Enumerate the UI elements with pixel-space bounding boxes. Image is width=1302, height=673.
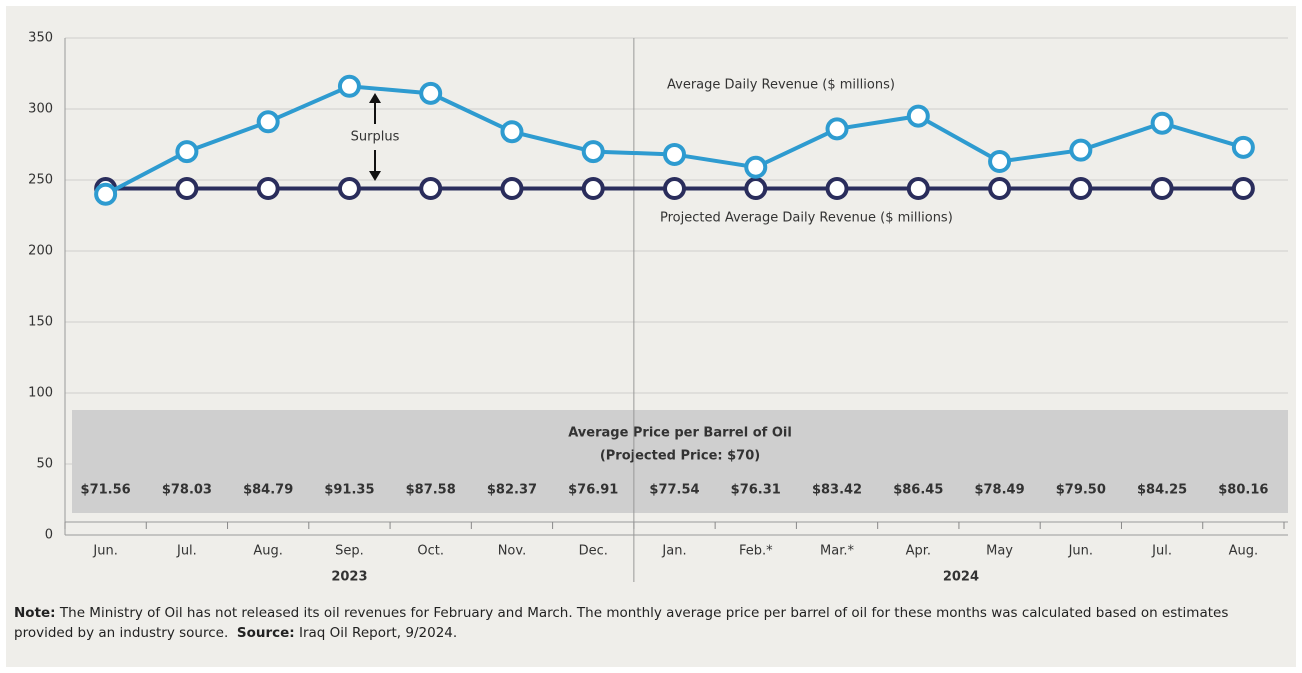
y-tick-label: 200 <box>28 244 53 259</box>
point <box>825 117 849 141</box>
y-tick-label: 50 <box>36 457 53 472</box>
point <box>744 177 768 201</box>
point <box>256 110 280 134</box>
source-label: Source: <box>236 625 295 641</box>
x-tick-label: Oct. <box>417 544 444 559</box>
x-tick-label: Nov. <box>498 544 527 559</box>
point <box>337 177 361 201</box>
source-text: Iraq Oil Report, 9/2024. <box>298 625 458 641</box>
price-label: $91.35 <box>324 483 374 498</box>
y-tick-label: 350 <box>28 31 53 46</box>
point <box>175 140 199 164</box>
x-tick-label: Jul. <box>1151 544 1172 559</box>
point <box>744 155 768 179</box>
x-tick-label: Apr. <box>906 544 931 559</box>
x-tick-label: Aug. <box>253 544 283 559</box>
series-label: Average Daily Revenue ($ millions) <box>667 78 895 93</box>
price-subtitle: (Projected Price: $70) <box>600 449 760 464</box>
x-tick-label: Sep. <box>335 544 364 559</box>
price-label: $78.49 <box>974 483 1024 498</box>
chart: 0 50 100 150 200 250 300 350 Average Price per B… <box>28 31 1288 585</box>
point <box>419 81 443 105</box>
x-tick-label: Jun. <box>1068 544 1093 559</box>
point <box>988 177 1012 201</box>
point <box>337 74 361 98</box>
note-label: Note: <box>14 605 56 621</box>
y-tick-label: 0 <box>45 528 53 543</box>
point <box>500 177 524 201</box>
x-tick-label: Jan. <box>661 544 686 559</box>
point <box>1231 135 1255 159</box>
price-label: $86.45 <box>893 483 943 498</box>
point <box>581 140 605 164</box>
x-tick-label: Mar.* <box>820 544 854 559</box>
price-label: $82.37 <box>487 483 537 498</box>
price-band <box>72 410 1288 513</box>
point <box>988 150 1012 174</box>
y-tick-label: 150 <box>28 315 53 330</box>
background <box>6 6 1296 667</box>
x-tick-label: May <box>986 544 1013 559</box>
price-label: $76.91 <box>568 483 618 498</box>
x-tick-label: Aug. <box>1229 544 1259 559</box>
point <box>906 104 930 128</box>
price-label: $87.58 <box>406 483 456 498</box>
point <box>175 177 199 201</box>
point <box>419 177 443 201</box>
year-label: 2023 <box>331 570 367 585</box>
series-label: Projected Average Daily Revenue ($ milli… <box>660 211 953 226</box>
point <box>663 177 686 201</box>
y-tick-label: 100 <box>28 386 53 401</box>
point <box>1069 177 1093 201</box>
y-tick-label: 250 <box>28 173 53 188</box>
x-tick-label: Dec. <box>579 544 608 559</box>
note-text: The Ministry of Oil has not released its… <box>14 605 1229 641</box>
price-label: $78.03 <box>162 483 212 498</box>
price-title: Average Price per Barrel of Oil <box>568 426 792 441</box>
x-tick-label: Feb.* <box>739 544 773 559</box>
annotation: Surplus <box>351 130 400 145</box>
point <box>663 142 686 166</box>
note: Note: The Ministry of Oil has not releas… <box>14 603 1264 643</box>
price-label: $71.56 <box>81 483 131 498</box>
y-tick-label: 300 <box>28 102 53 117</box>
point <box>581 177 605 201</box>
point <box>906 177 930 201</box>
arrow-head <box>369 93 381 103</box>
year-label: 2024 <box>943 570 979 585</box>
x-tick-label: Jun. <box>92 544 117 559</box>
point <box>825 177 849 201</box>
price-label: $83.42 <box>812 483 862 498</box>
point <box>1231 177 1255 201</box>
price-label: $84.79 <box>243 483 293 498</box>
point <box>1150 111 1174 135</box>
point <box>94 182 118 206</box>
x-tick-label: Jul. <box>176 544 197 559</box>
point <box>1150 177 1174 201</box>
price-label: $76.31 <box>731 483 781 498</box>
arrow-head <box>369 171 381 181</box>
price-label: $79.50 <box>1056 483 1106 498</box>
point <box>1069 138 1093 162</box>
price-label: $80.16 <box>1218 483 1268 498</box>
price-label: $77.54 <box>649 483 699 498</box>
point <box>256 177 280 201</box>
point <box>500 120 524 144</box>
price-label: $84.25 <box>1137 483 1187 498</box>
